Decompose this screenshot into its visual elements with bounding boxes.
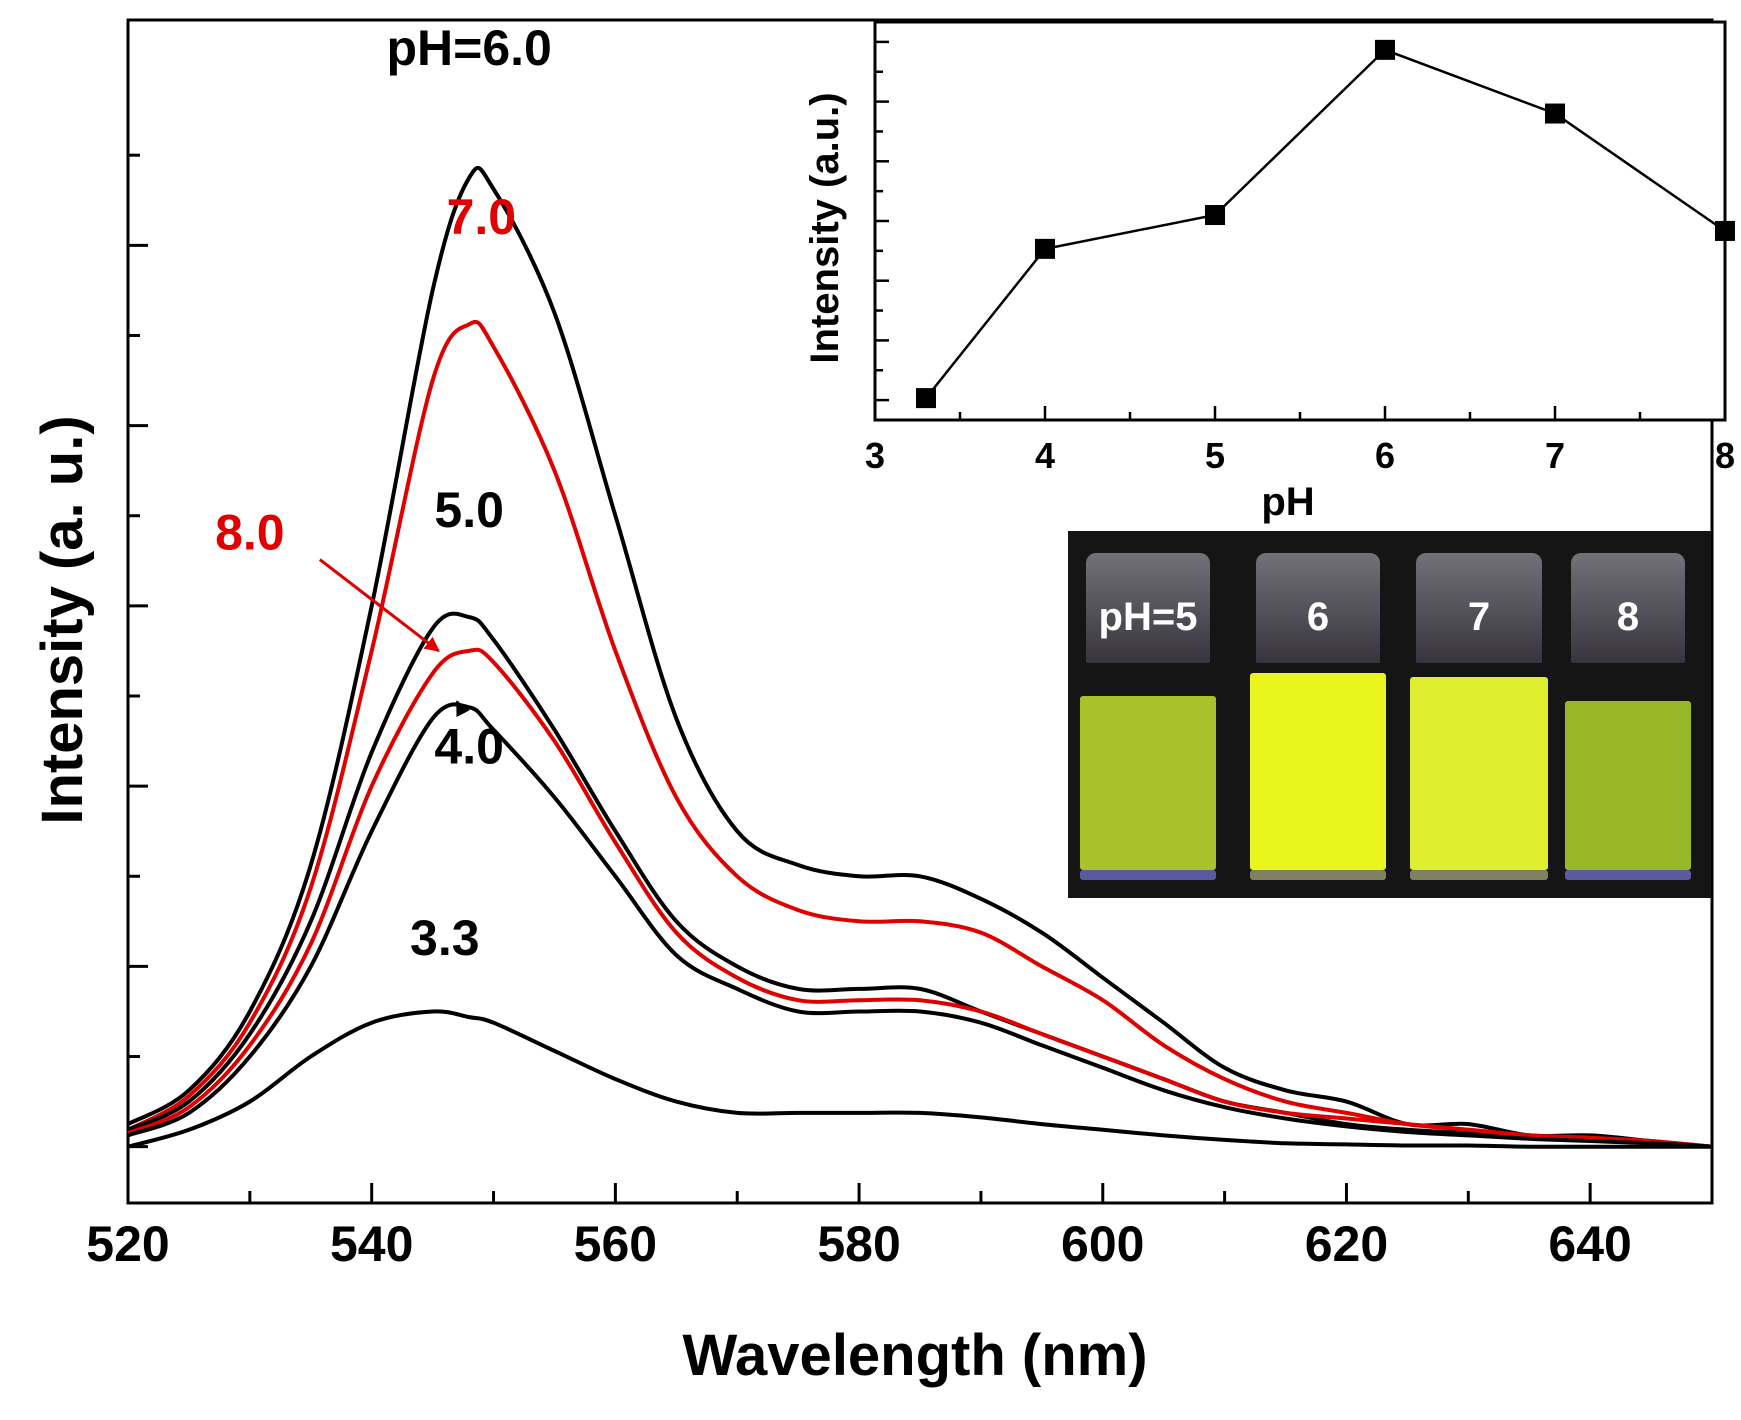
vial-label: 8 (1616, 595, 1640, 639)
series-line-5 (127, 1009, 1712, 1149)
x-tick-label: 540 (330, 1216, 413, 1272)
vial-base (1079, 870, 1217, 880)
main-plot-frame (126, 18, 1714, 1205)
x-tick-label: 560 (574, 1216, 657, 1272)
inset-series-group (916, 39, 1735, 409)
inset-x-tick-label: 7 (1545, 435, 1565, 476)
vial-ph7: 7 (1404, 553, 1554, 888)
inset-plot-frame (873, 20, 1727, 422)
series-line-0 (127, 165, 1713, 1149)
vial-cap (1085, 553, 1211, 663)
inset-x-axis-label: pH (1261, 480, 1314, 524)
vial-ph8: 8 (1560, 553, 1696, 888)
series-label-3: 8.0 (215, 505, 285, 561)
main-series-group (127, 165, 1713, 1149)
vial-cap (1255, 553, 1381, 663)
series-label-5: 3.3 (410, 910, 480, 966)
series-label-0: pH=6.0 (386, 20, 551, 76)
inset-data-point (916, 388, 936, 409)
vial-liquid (1249, 673, 1387, 870)
vial-base (1410, 870, 1548, 880)
inset-data-point (1035, 238, 1055, 259)
x-tick-label: 620 (1305, 1216, 1388, 1272)
inset-data-point (1375, 39, 1395, 60)
vials-photo: pH=5 6 7 8 (1068, 531, 1711, 898)
vial-liquid (1565, 701, 1691, 870)
vial-base (1565, 870, 1691, 880)
vial-ph5: pH=5 (1074, 553, 1222, 888)
inset-data-point (1715, 220, 1735, 241)
series-line-3 (127, 647, 1713, 1149)
arrow-4 (455, 700, 470, 718)
vial-label: 7 (1467, 595, 1491, 639)
main-x-axis-label: Wavelength (nm) (682, 1323, 1147, 1388)
main-tick-labels: 520 540 560 580 600 620 640 (86, 1216, 1632, 1272)
vial-ph6: 6 (1244, 553, 1392, 888)
inset-data-point (1205, 205, 1225, 226)
inset-x-tick-label: 6 (1375, 435, 1395, 476)
x-tick-label: 580 (817, 1216, 900, 1272)
x-tick-label: 600 (1061, 1216, 1144, 1272)
arrow-8 (318, 558, 440, 653)
series-line-4 (127, 702, 1713, 1149)
vial-liquid (1410, 677, 1548, 870)
vial-liquid (1079, 696, 1217, 870)
vial-label: 6 (1306, 595, 1330, 639)
main-axes (126, 18, 1714, 1205)
vial-cap (1570, 553, 1686, 663)
series-label-4: 4.0 (434, 719, 504, 775)
series-label-1: 7.0 (447, 189, 517, 245)
inset-data-point (1545, 103, 1565, 124)
series-line-2 (127, 611, 1713, 1149)
x-tick-label: 520 (86, 1216, 169, 1272)
series-label-2: 5.0 (434, 482, 504, 538)
vial-label: pH=5 (1098, 595, 1198, 639)
inset-x-tick-label: 4 (1035, 435, 1055, 476)
inset-axes (873, 20, 1727, 422)
inset-tick-labels: 3 4 5 6 7 8 (865, 435, 1735, 476)
vial-base (1249, 870, 1387, 880)
x-tick-label: 640 (1548, 1216, 1631, 1272)
inset-y-axis-label: Intensity (a.u.) (803, 92, 847, 363)
inset-series-line (925, 48, 1726, 399)
inset-x-tick-label: 8 (1715, 435, 1735, 476)
main-y-axis-label: Intensity (a. u.) (30, 415, 95, 824)
inset-x-tick-label: 5 (1205, 435, 1225, 476)
inset-x-tick-label: 3 (865, 435, 885, 476)
vial-cap (1416, 553, 1542, 663)
main-series-labels: pH=6.0 7.0 5.0 8.0 4.0 3.3 (215, 20, 552, 966)
